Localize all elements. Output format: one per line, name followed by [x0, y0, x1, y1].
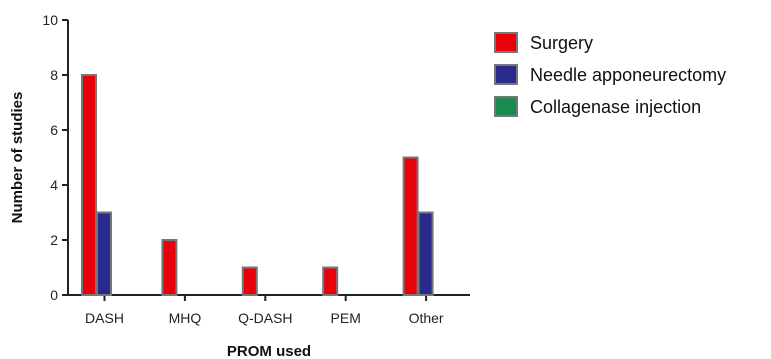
bar: [322, 266, 339, 296]
x-axis-title: PROM used: [227, 343, 311, 359]
x-axis: DASH MHQ Q-DASH PEM Other: [68, 294, 470, 326]
legend-swatch: [494, 64, 518, 85]
legend-label: Collagenase injection: [530, 97, 701, 117]
bar: [96, 211, 112, 296]
x-tick-label: Other: [409, 310, 444, 326]
bar: [81, 74, 97, 296]
y-tick-label: 10: [42, 12, 58, 28]
y-axis-title: Number of studies: [9, 92, 26, 224]
x-tick-label: PEM: [331, 310, 361, 326]
y-tick-label: 4: [50, 177, 58, 193]
legend-label: Needle apponeurectomy: [530, 65, 726, 85]
y-tick-label: 2: [50, 232, 58, 248]
y-tick-label: 6: [50, 122, 58, 138]
bar: [402, 156, 419, 296]
bars-group: [81, 74, 434, 296]
x-tick-label: MHQ: [169, 310, 202, 326]
legend-swatch: [494, 32, 518, 53]
y-tick-label: 8: [50, 67, 58, 83]
y-tick-label: 0: [50, 287, 58, 303]
x-tick-label: DASH: [85, 310, 124, 326]
bar: [161, 239, 178, 296]
legend-swatch: [494, 96, 518, 117]
y-axis: 0 2 4 6 8 10: [42, 12, 69, 303]
bar: [241, 266, 258, 296]
bar: [417, 211, 434, 296]
legend: Surgery Needle apponeurectomy Collagenase …: [494, 32, 726, 117]
legend-label: Surgery: [530, 33, 593, 53]
x-tick-label: Q-DASH: [238, 310, 292, 326]
